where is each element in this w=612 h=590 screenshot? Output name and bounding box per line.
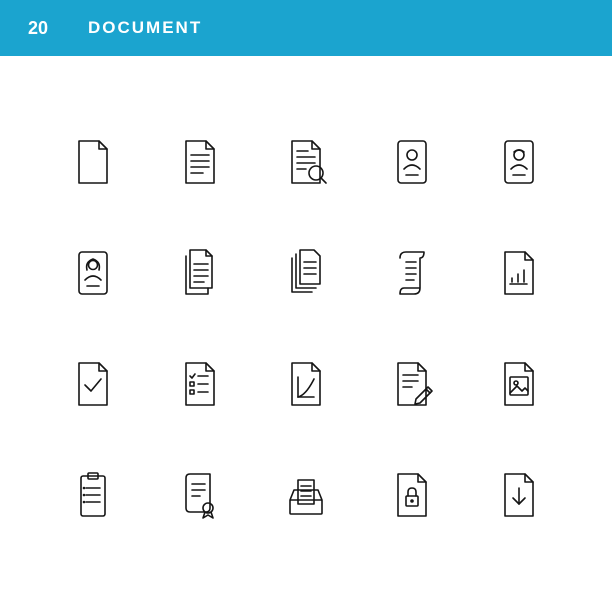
locked-file-icon [384, 467, 440, 523]
download-file-icon [491, 467, 547, 523]
scroll-document-icon [384, 245, 440, 301]
text-file-icon [172, 134, 228, 190]
icon-grid [0, 56, 612, 590]
file-stack-icon [278, 245, 334, 301]
person-male-file-icon [491, 134, 547, 190]
checklist-file-icon [172, 356, 228, 412]
certificate-icon [172, 467, 228, 523]
blank-file-icon [65, 134, 121, 190]
set-title: DOCUMENT [88, 18, 202, 38]
two-files-icon [172, 245, 228, 301]
icon-count: 20 [18, 18, 58, 39]
person-outline-file-icon [384, 134, 440, 190]
checkmark-file-icon [65, 356, 121, 412]
chart-file-icon [491, 245, 547, 301]
person-female-file-icon [65, 245, 121, 301]
graph-file-icon [278, 356, 334, 412]
search-file-icon [278, 134, 334, 190]
image-file-icon [491, 356, 547, 412]
header: 20 DOCUMENT [0, 0, 612, 56]
clipboard-icon [65, 467, 121, 523]
edit-file-icon [384, 356, 440, 412]
file-drawer-icon [278, 467, 334, 523]
